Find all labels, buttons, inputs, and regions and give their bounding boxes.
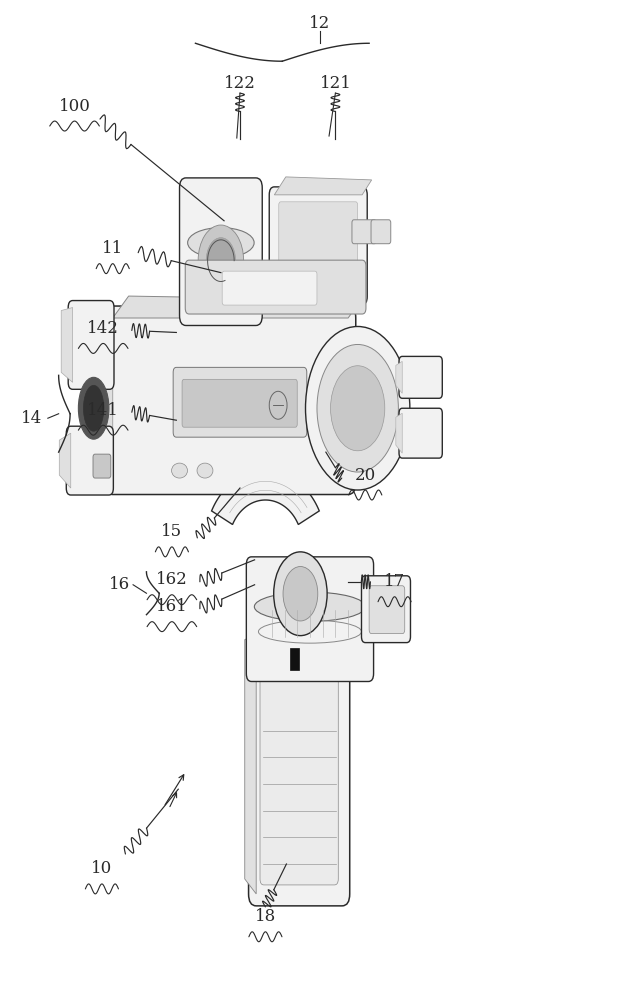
FancyBboxPatch shape: [399, 408, 442, 458]
FancyBboxPatch shape: [66, 426, 113, 495]
Text: 141: 141: [88, 402, 119, 419]
Circle shape: [198, 225, 243, 296]
FancyBboxPatch shape: [362, 576, 410, 643]
Text: 121: 121: [320, 75, 351, 92]
FancyBboxPatch shape: [279, 202, 358, 290]
Polygon shape: [61, 308, 73, 382]
Circle shape: [305, 326, 410, 490]
Text: 10: 10: [91, 860, 112, 877]
FancyBboxPatch shape: [371, 220, 391, 244]
Ellipse shape: [79, 377, 109, 439]
Polygon shape: [112, 296, 361, 318]
Text: 17: 17: [384, 573, 405, 590]
Polygon shape: [212, 470, 320, 525]
FancyBboxPatch shape: [269, 187, 367, 305]
Text: 142: 142: [88, 320, 119, 337]
Ellipse shape: [254, 592, 366, 621]
Ellipse shape: [188, 228, 254, 258]
FancyBboxPatch shape: [180, 178, 262, 325]
Text: 12: 12: [309, 15, 330, 32]
FancyBboxPatch shape: [105, 306, 356, 495]
Polygon shape: [274, 177, 372, 195]
FancyBboxPatch shape: [249, 623, 350, 906]
Text: 122: 122: [224, 75, 256, 92]
Text: 18: 18: [255, 908, 276, 925]
Circle shape: [330, 366, 385, 451]
Circle shape: [269, 391, 287, 419]
FancyBboxPatch shape: [369, 586, 404, 634]
Text: 15: 15: [161, 523, 183, 540]
Text: 11: 11: [102, 240, 123, 257]
Text: 20: 20: [355, 467, 376, 484]
FancyBboxPatch shape: [173, 367, 307, 437]
Polygon shape: [59, 433, 71, 488]
FancyBboxPatch shape: [352, 220, 376, 244]
FancyBboxPatch shape: [93, 454, 111, 478]
Ellipse shape: [197, 463, 213, 478]
Circle shape: [283, 567, 318, 621]
Ellipse shape: [84, 385, 104, 431]
Text: 100: 100: [59, 98, 91, 115]
Text: 161: 161: [156, 598, 188, 615]
Circle shape: [273, 552, 327, 636]
FancyBboxPatch shape: [246, 557, 374, 681]
FancyBboxPatch shape: [185, 260, 366, 314]
Text: 162: 162: [156, 571, 188, 588]
Circle shape: [317, 344, 398, 472]
Polygon shape: [396, 413, 402, 453]
Circle shape: [206, 238, 236, 284]
Polygon shape: [245, 635, 256, 894]
FancyBboxPatch shape: [260, 644, 338, 885]
Polygon shape: [289, 648, 299, 670]
Text: 16: 16: [109, 576, 130, 593]
Polygon shape: [99, 313, 112, 483]
Polygon shape: [396, 361, 402, 393]
FancyBboxPatch shape: [399, 356, 442, 398]
FancyBboxPatch shape: [182, 379, 297, 427]
Ellipse shape: [172, 463, 187, 478]
FancyBboxPatch shape: [68, 301, 114, 389]
Text: 14: 14: [21, 410, 43, 427]
FancyBboxPatch shape: [222, 271, 317, 305]
